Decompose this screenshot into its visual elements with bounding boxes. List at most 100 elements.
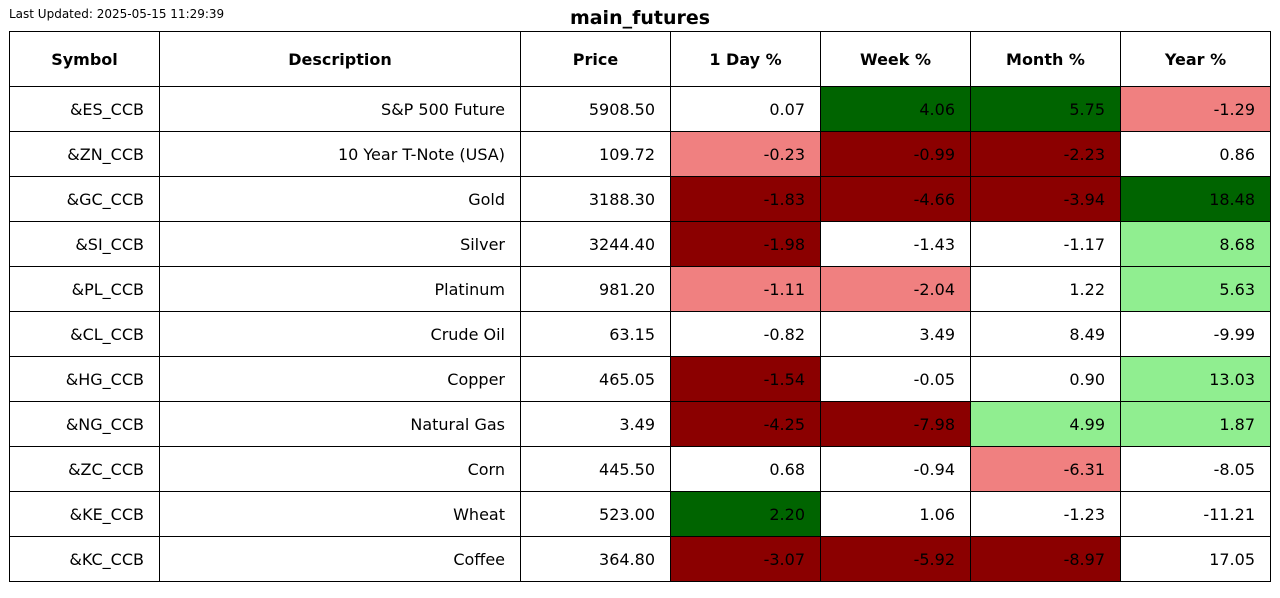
day-pct-cell: 0.07	[670, 86, 821, 132]
table-body: &ES_CCB S&P 500 Future 5908.50 0.07 4.06 5.75…	[9, 86, 1271, 582]
symbol-cell: &NG_CCB	[9, 401, 160, 447]
week-pct-cell: 3.49	[820, 311, 971, 357]
column-header-year-pct: Year %	[1120, 31, 1271, 87]
table-row: &SI_CCB Silver 3244.40 -1.98 -1.43 -1.17 8.68	[9, 221, 1271, 267]
price-cell: 3244.40	[520, 221, 671, 267]
symbol-cell: &KC_CCB	[9, 536, 160, 582]
price-cell: 465.05	[520, 356, 671, 402]
table-row: &KC_CCB Coffee 364.80 -3.07 -5.92 -8.97 17.05	[9, 536, 1271, 582]
column-header-1-day-pct: 1 Day %	[670, 31, 821, 87]
year-pct-cell: 17.05	[1120, 536, 1271, 582]
month-pct-cell: -2.23	[970, 131, 1121, 177]
week-pct-cell: -0.99	[820, 131, 971, 177]
table-row: &KE_CCB Wheat 523.00 2.20 1.06 -1.23 -11.21	[9, 491, 1271, 537]
table-title: main_futures	[569, 7, 711, 29]
day-pct-cell: -1.98	[670, 221, 821, 267]
price-cell: 981.20	[520, 266, 671, 312]
month-pct-cell: -8.97	[970, 536, 1121, 582]
symbol-cell: &HG_CCB	[9, 356, 160, 402]
price-cell: 523.00	[520, 491, 671, 537]
table-row: &CL_CCB Crude Oil 63.15 -0.82 3.49 8.49 -9.99	[9, 311, 1271, 357]
year-pct-cell: 18.48	[1120, 176, 1271, 222]
month-pct-cell: 1.22	[970, 266, 1121, 312]
year-pct-cell: -11.21	[1120, 491, 1271, 537]
table-row: &ZN_CCB 10 Year T-Note (USA) 109.72 -0.23 -0…	[9, 131, 1271, 177]
year-pct-cell: -9.99	[1120, 311, 1271, 357]
column-header-price: Price	[520, 31, 671, 87]
description-cell: Gold	[159, 176, 521, 222]
week-pct-cell: -1.43	[820, 221, 971, 267]
week-pct-cell: 1.06	[820, 491, 971, 537]
price-cell: 3.49	[520, 401, 671, 447]
day-pct-cell: -0.23	[670, 131, 821, 177]
description-cell: Natural Gas	[159, 401, 521, 447]
day-pct-cell: -1.11	[670, 266, 821, 312]
description-cell: Wheat	[159, 491, 521, 537]
description-cell: Coffee	[159, 536, 521, 582]
day-pct-cell: 2.20	[670, 491, 821, 537]
table-row: &HG_CCB Copper 465.05 -1.54 -0.05 0.90 13.03	[9, 356, 1271, 402]
symbol-cell: &ES_CCB	[9, 86, 160, 132]
table-row: &NG_CCB Natural Gas 3.49 -4.25 -7.98 4.99 1.87	[9, 401, 1271, 447]
price-cell: 364.80	[520, 536, 671, 582]
table-row: &ZC_CCB Corn 445.50 0.68 -0.94 -6.31 -8.05	[9, 446, 1271, 492]
month-pct-cell: -1.23	[970, 491, 1121, 537]
column-header-symbol: Symbol	[9, 31, 160, 87]
header-row: Symbol Description Price 1 Day % Week % …	[9, 31, 1271, 87]
year-pct-cell: 13.03	[1120, 356, 1271, 402]
year-pct-cell: 0.86	[1120, 131, 1271, 177]
description-cell: Platinum	[159, 266, 521, 312]
week-pct-cell: -0.05	[820, 356, 971, 402]
month-pct-cell: 0.90	[970, 356, 1121, 402]
price-cell: 109.72	[520, 131, 671, 177]
year-pct-cell: 8.68	[1120, 221, 1271, 267]
week-pct-cell: -2.04	[820, 266, 971, 312]
description-cell: Corn	[159, 446, 521, 492]
description-cell: Copper	[159, 356, 521, 402]
symbol-cell: &GC_CCB	[9, 176, 160, 222]
price-cell: 63.15	[520, 311, 671, 357]
month-pct-cell: -3.94	[970, 176, 1121, 222]
year-pct-cell: -8.05	[1120, 446, 1271, 492]
symbol-cell: &SI_CCB	[9, 221, 160, 267]
day-pct-cell: -4.25	[670, 401, 821, 447]
futures-table: Symbol Description Price 1 Day % Week % …	[9, 31, 1271, 582]
column-header-month-pct: Month %	[970, 31, 1121, 87]
week-pct-cell: 4.06	[820, 86, 971, 132]
last-updated-timestamp: Last Updated: 2025-05-15 11:29:39	[9, 7, 225, 21]
week-pct-cell: -4.66	[820, 176, 971, 222]
month-pct-cell: 4.99	[970, 401, 1121, 447]
symbol-cell: &CL_CCB	[9, 311, 160, 357]
year-pct-cell: 5.63	[1120, 266, 1271, 312]
symbol-cell: &PL_CCB	[9, 266, 160, 312]
description-cell: Crude Oil	[159, 311, 521, 357]
description-cell: 10 Year T-Note (USA)	[159, 131, 521, 177]
table-row: &ES_CCB S&P 500 Future 5908.50 0.07 4.06 5.75…	[9, 86, 1271, 132]
price-cell: 5908.50	[520, 86, 671, 132]
month-pct-cell: -1.17	[970, 221, 1121, 267]
symbol-cell: &KE_CCB	[9, 491, 160, 537]
week-pct-cell: -7.98	[820, 401, 971, 447]
day-pct-cell: 0.68	[670, 446, 821, 492]
column-header-week-pct: Week %	[820, 31, 971, 87]
week-pct-cell: -5.92	[820, 536, 971, 582]
description-cell: Silver	[159, 221, 521, 267]
month-pct-cell: -6.31	[970, 446, 1121, 492]
day-pct-cell: -0.82	[670, 311, 821, 357]
description-cell: S&P 500 Future	[159, 86, 521, 132]
week-pct-cell: -0.94	[820, 446, 971, 492]
price-cell: 445.50	[520, 446, 671, 492]
table-row: &PL_CCB Platinum 981.20 -1.11 -2.04 1.22 5.63	[9, 266, 1271, 312]
month-pct-cell: 5.75	[970, 86, 1121, 132]
column-header-description: Description	[159, 31, 521, 87]
symbol-cell: &ZN_CCB	[9, 131, 160, 177]
symbol-cell: &ZC_CCB	[9, 446, 160, 492]
year-pct-cell: -1.29	[1120, 86, 1271, 132]
day-pct-cell: -3.07	[670, 536, 821, 582]
year-pct-cell: 1.87	[1120, 401, 1271, 447]
day-pct-cell: -1.83	[670, 176, 821, 222]
table-row: &GC_CCB Gold 3188.30 -1.83 -4.66 -3.94 18.48	[9, 176, 1271, 222]
price-cell: 3188.30	[520, 176, 671, 222]
month-pct-cell: 8.49	[970, 311, 1121, 357]
day-pct-cell: -1.54	[670, 356, 821, 402]
